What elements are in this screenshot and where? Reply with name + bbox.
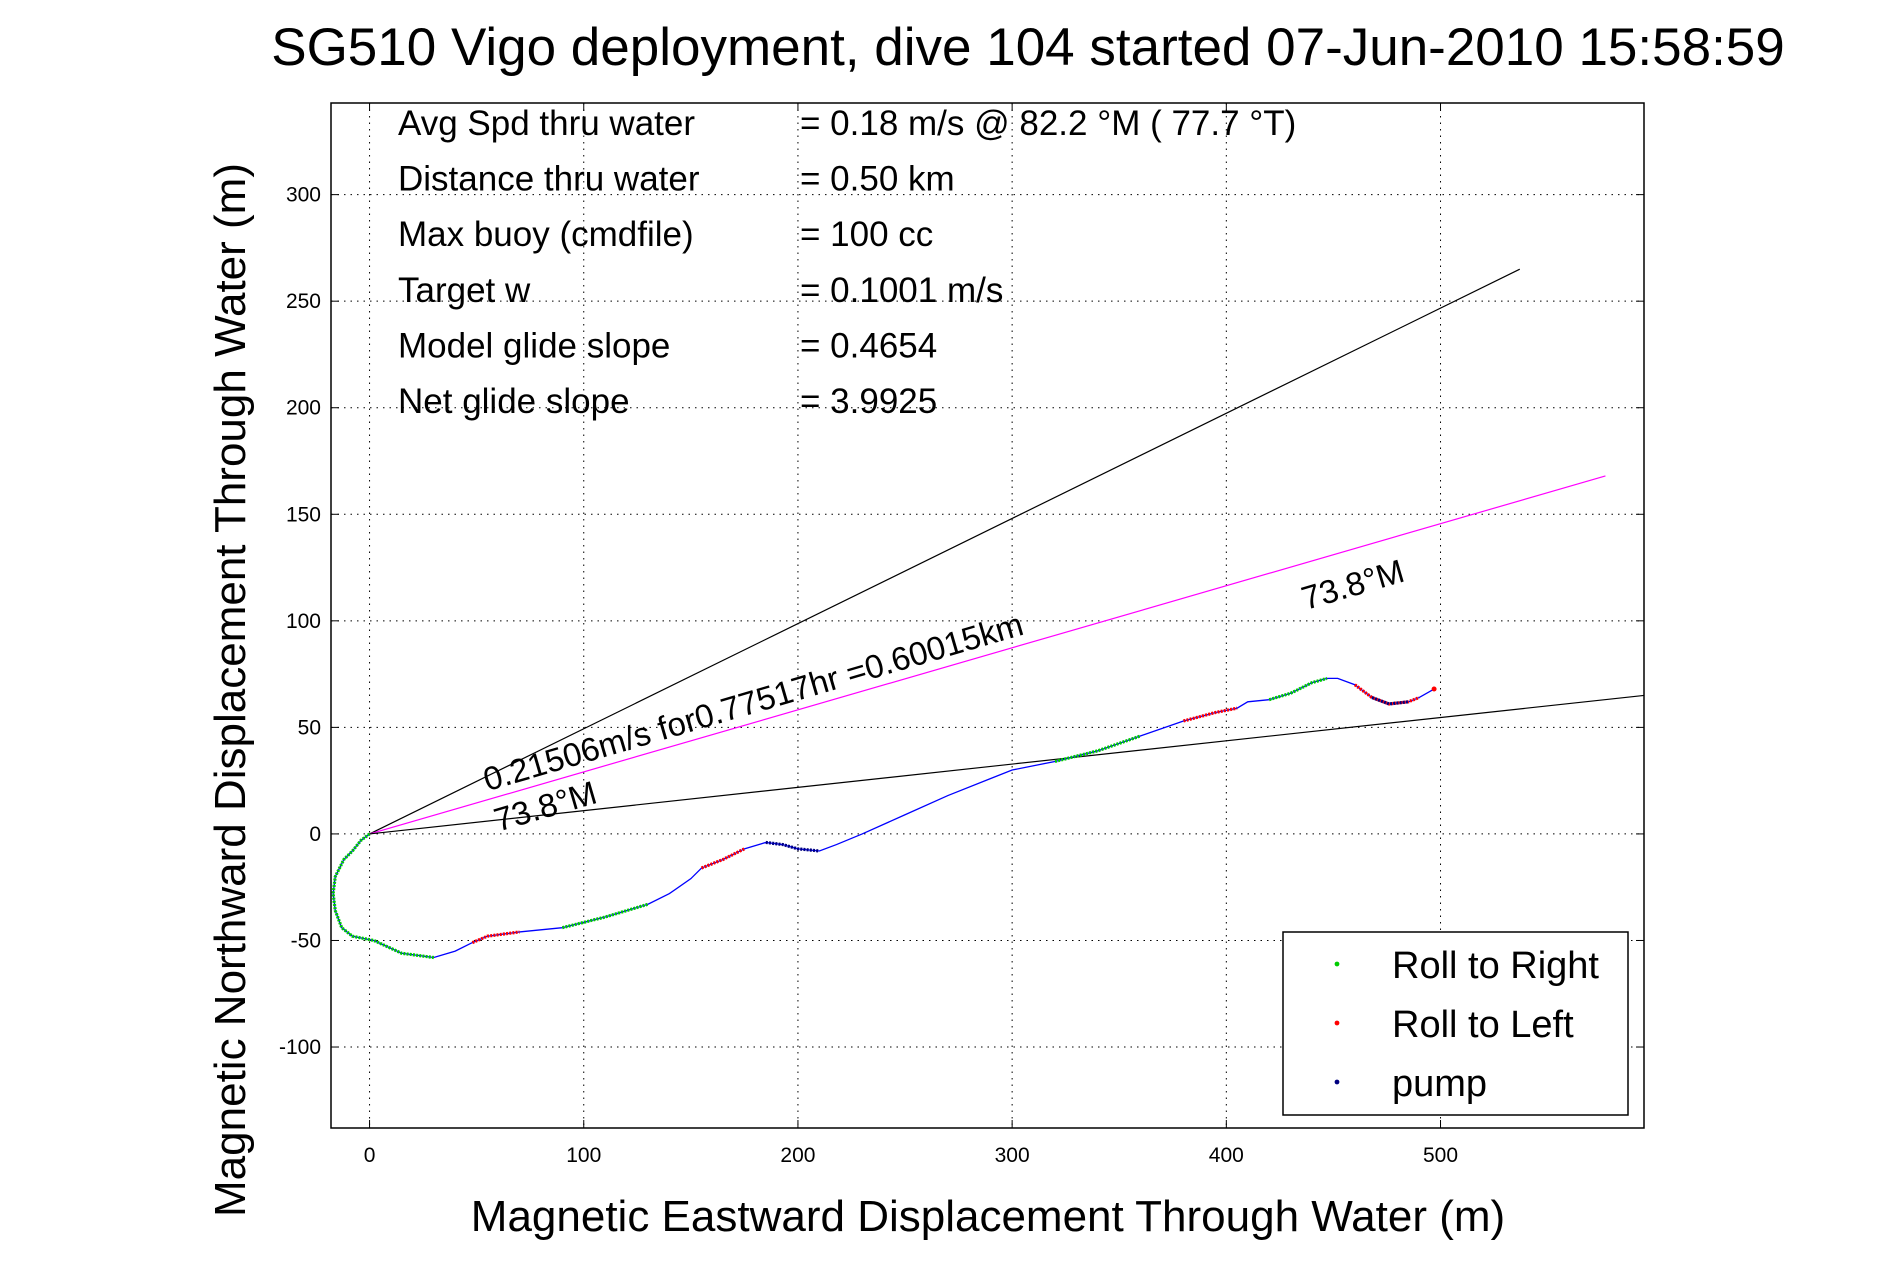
stat-label: Max buoy (cmdfile): [398, 215, 694, 254]
stat-label: Net glide slope: [398, 382, 630, 421]
y-tick-label: 50: [298, 716, 321, 739]
legend-label: pump: [1392, 1063, 1487, 1105]
y-tick-label: 250: [286, 290, 321, 313]
stat-label: Target w: [398, 271, 531, 310]
reference-line: [369, 268, 1521, 835]
x-tick-label: 0: [364, 1144, 376, 1167]
roll-left-marker: [1353, 683, 1420, 706]
x-tick-label: 500: [1423, 1144, 1458, 1167]
stat-label: Model glide slope: [398, 326, 670, 365]
y-tick-label: -100: [279, 1036, 321, 1059]
roll-right-marker: [1268, 676, 1328, 702]
chart-title: SG510 Vigo deployment, dive 104 started …: [271, 18, 1785, 77]
x-tick-label: 300: [995, 1144, 1030, 1167]
stat-value: = 0.4654: [800, 326, 937, 365]
roll-left-marker: [471, 930, 520, 945]
stat-value: = 0.50 km: [800, 160, 955, 199]
x-tick-label: 400: [1209, 1144, 1244, 1167]
stat-value: = 0.1001 m/s: [800, 271, 1003, 310]
legend-label: Roll to Left: [1392, 1004, 1574, 1046]
reference-lines: [369, 268, 1645, 835]
roll-left-marker: [1431, 686, 1437, 692]
line-annotation: 0.21506m/s for0.77517hr =0.60015km: [479, 605, 1027, 798]
reference-line: [369, 475, 1606, 835]
stat-label: Avg Spd thru water: [398, 104, 695, 143]
x-axis-label: Magnetic Eastward Displacement Through W…: [471, 1192, 1505, 1241]
stat-value: = 100 cc: [800, 215, 933, 254]
y-tick-label: 100: [286, 610, 321, 633]
y-tick-label: 300: [286, 184, 321, 207]
roll-right-marker: [1054, 734, 1142, 764]
roll-right-marker: [561, 902, 649, 930]
roll-left-marker: [1183, 706, 1238, 723]
reference-line: [369, 694, 1645, 835]
x-tick-label: 200: [780, 1144, 815, 1167]
x-tick-label: 100: [566, 1144, 601, 1167]
x-axis-ticks: 0 100 200 300 400 500: [364, 1144, 1458, 1167]
roll-markers: [331, 676, 1437, 960]
legend-box: [1282, 931, 1629, 1116]
grid: [331, 103, 1644, 1128]
legend-marker: [1334, 1020, 1340, 1026]
y-tick-label: 0: [309, 823, 321, 846]
y-axis-ticks: -100 -50 0 50 100 150 200 250 300: [279, 184, 321, 1059]
plot-frame: [330, 102, 1645, 1129]
stat-label: Distance thru water: [398, 160, 700, 199]
stat-value: = 3.9925: [800, 382, 937, 421]
roll-right-marker: [331, 832, 435, 960]
line-annotation: 73.8°M: [1297, 552, 1408, 617]
stat-value: = 0.18 m/s @ 82.2 °M ( 77.7 °T): [800, 104, 1296, 143]
y-axis-label: Magnetic Northward Displacement Through …: [206, 163, 255, 1217]
pump-marker: [765, 840, 820, 853]
legend: Roll to Right Roll to Left pump: [1282, 931, 1629, 1116]
stats-panel: Avg Spd thru water = 0.18 m/s @ 82.2 °M (…: [398, 104, 1296, 421]
y-tick-label: -50: [291, 929, 321, 952]
annotations: 0.21506m/s for0.77517hr =0.60015km 73.8°M…: [479, 552, 1408, 839]
legend-marker: [1334, 1079, 1340, 1085]
legend-marker: [1334, 961, 1340, 967]
y-tick-label: 200: [286, 397, 321, 420]
y-tick-label: 150: [286, 503, 321, 526]
roll-left-marker: [700, 847, 746, 870]
legend-label: Roll to Right: [1392, 945, 1599, 987]
